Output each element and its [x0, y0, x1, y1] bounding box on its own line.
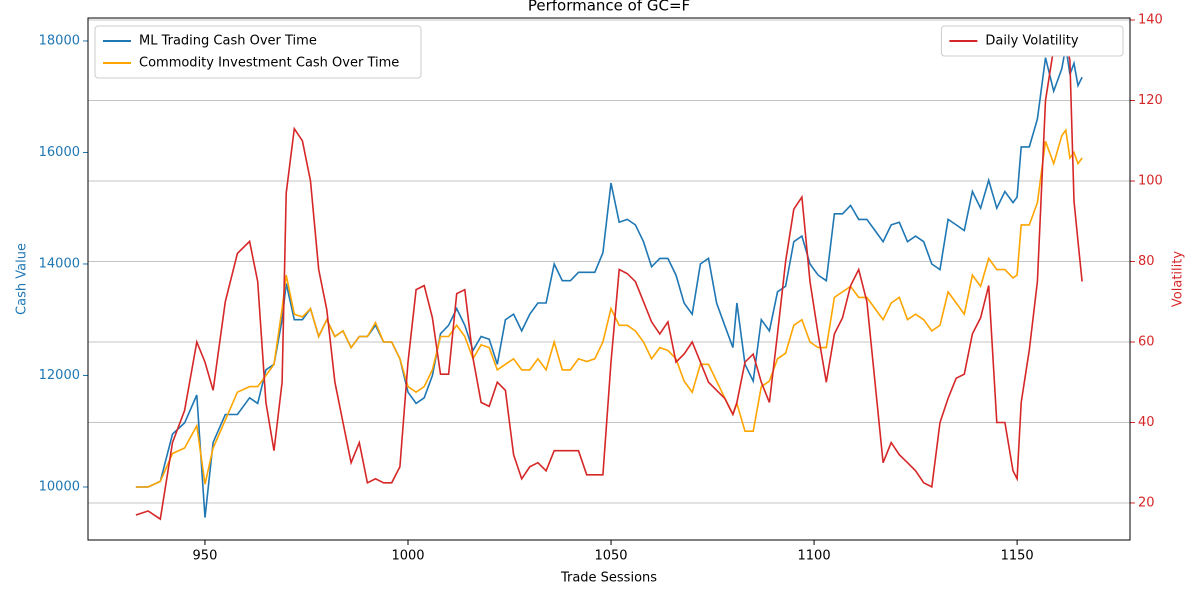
series-line: [135, 46, 1083, 518]
chart-title: Performance of GC=F: [528, 0, 690, 15]
plot-frame: [87, 17, 1131, 541]
y2-axis-label: Volatility: [1171, 251, 1186, 307]
x-tick-label: 1000: [391, 549, 424, 564]
y-axis-label: Cash Value: [15, 243, 30, 315]
y2-tick-label: 20: [1138, 495, 1155, 510]
legend-box: [94, 25, 422, 79]
legend-box: [940, 25, 1124, 57]
legend-label: Daily Volatility: [985, 34, 1078, 49]
y-tick-label: 14000: [39, 256, 80, 271]
legend-label: ML Trading Cash Over Time: [139, 34, 317, 49]
y-tick-label: 12000: [39, 368, 80, 383]
series-line: [135, 128, 1083, 488]
x-tick-label: 1100: [798, 549, 831, 564]
x-tick-label: 1150: [1001, 549, 1034, 564]
legend-label: Commodity Investment Cash Over Time: [139, 56, 399, 71]
x-axis-label: Trade Sessions: [560, 571, 657, 586]
y2-tick-label: 140: [1138, 13, 1163, 28]
y-tick-label: 10000: [39, 479, 80, 494]
y2-tick-label: 120: [1138, 93, 1163, 108]
y2-tick-label: 40: [1138, 415, 1155, 430]
y-tick-label: 16000: [39, 145, 80, 160]
y2-tick-label: 100: [1138, 173, 1163, 188]
x-tick-label: 950: [193, 549, 218, 564]
y2-tick-label: 60: [1138, 334, 1155, 349]
x-tick-label: 1050: [594, 549, 627, 564]
y-tick-label: 18000: [39, 33, 80, 48]
series-line: [135, 38, 1083, 521]
y2-tick-label: 80: [1138, 254, 1155, 269]
